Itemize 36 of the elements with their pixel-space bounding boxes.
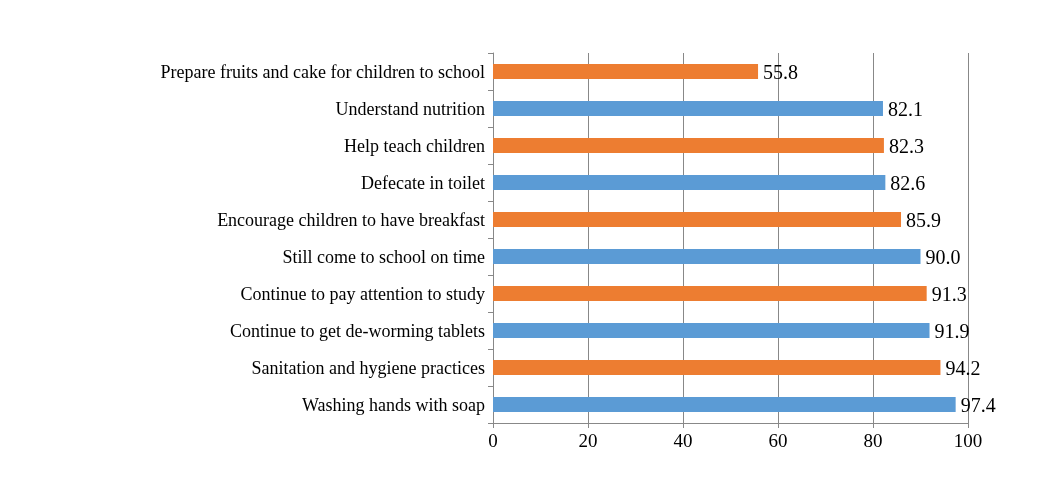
data-label: 91.9	[934, 319, 970, 342]
y-tick-label: Understand nutrition	[335, 98, 485, 119]
x-tick-label: 20	[578, 430, 598, 451]
x-tick-label: 60	[768, 430, 788, 451]
data-label: 55.8	[763, 60, 799, 83]
bar	[493, 286, 927, 301]
y-tick-label: Continue to pay attention to study	[240, 283, 485, 304]
bar	[493, 64, 759, 79]
y-tick-label: Prepare fruits and cake for children to school	[160, 61, 485, 82]
data-label: 94.2	[945, 356, 981, 379]
data-label: 91.3	[931, 282, 967, 305]
y-tick-label: Help teach children	[344, 135, 485, 156]
data-label: 82.3	[888, 134, 924, 157]
data-label: 85.9	[906, 208, 942, 231]
bar	[493, 138, 884, 153]
y-tick-label: Sanitation and hygiene practices	[251, 357, 485, 378]
bar	[493, 323, 930, 338]
data-label: 82.1	[887, 97, 923, 120]
x-tick-label: 0	[488, 430, 498, 451]
bar	[493, 101, 883, 116]
x-tick-label: 100	[953, 430, 983, 451]
y-tick-label: Encourage children to have breakfast	[217, 209, 485, 230]
bar	[493, 397, 956, 412]
bar	[493, 212, 902, 227]
x-tick-label: 40	[673, 430, 693, 451]
data-label: 97.4	[960, 393, 996, 416]
bar	[493, 249, 921, 264]
y-tick-label: Continue to get de-worming tablets	[230, 320, 485, 341]
y-tick-label: Washing hands with soap	[301, 394, 485, 415]
y-tick-label: Still come to school on time	[282, 246, 486, 267]
data-label: 90.0	[925, 245, 961, 268]
bar	[493, 175, 886, 190]
data-label: 82.6	[890, 171, 926, 194]
x-tick-label: 80	[863, 430, 883, 451]
bar	[493, 360, 941, 375]
y-tick-label: Defecate in toilet	[361, 172, 485, 193]
